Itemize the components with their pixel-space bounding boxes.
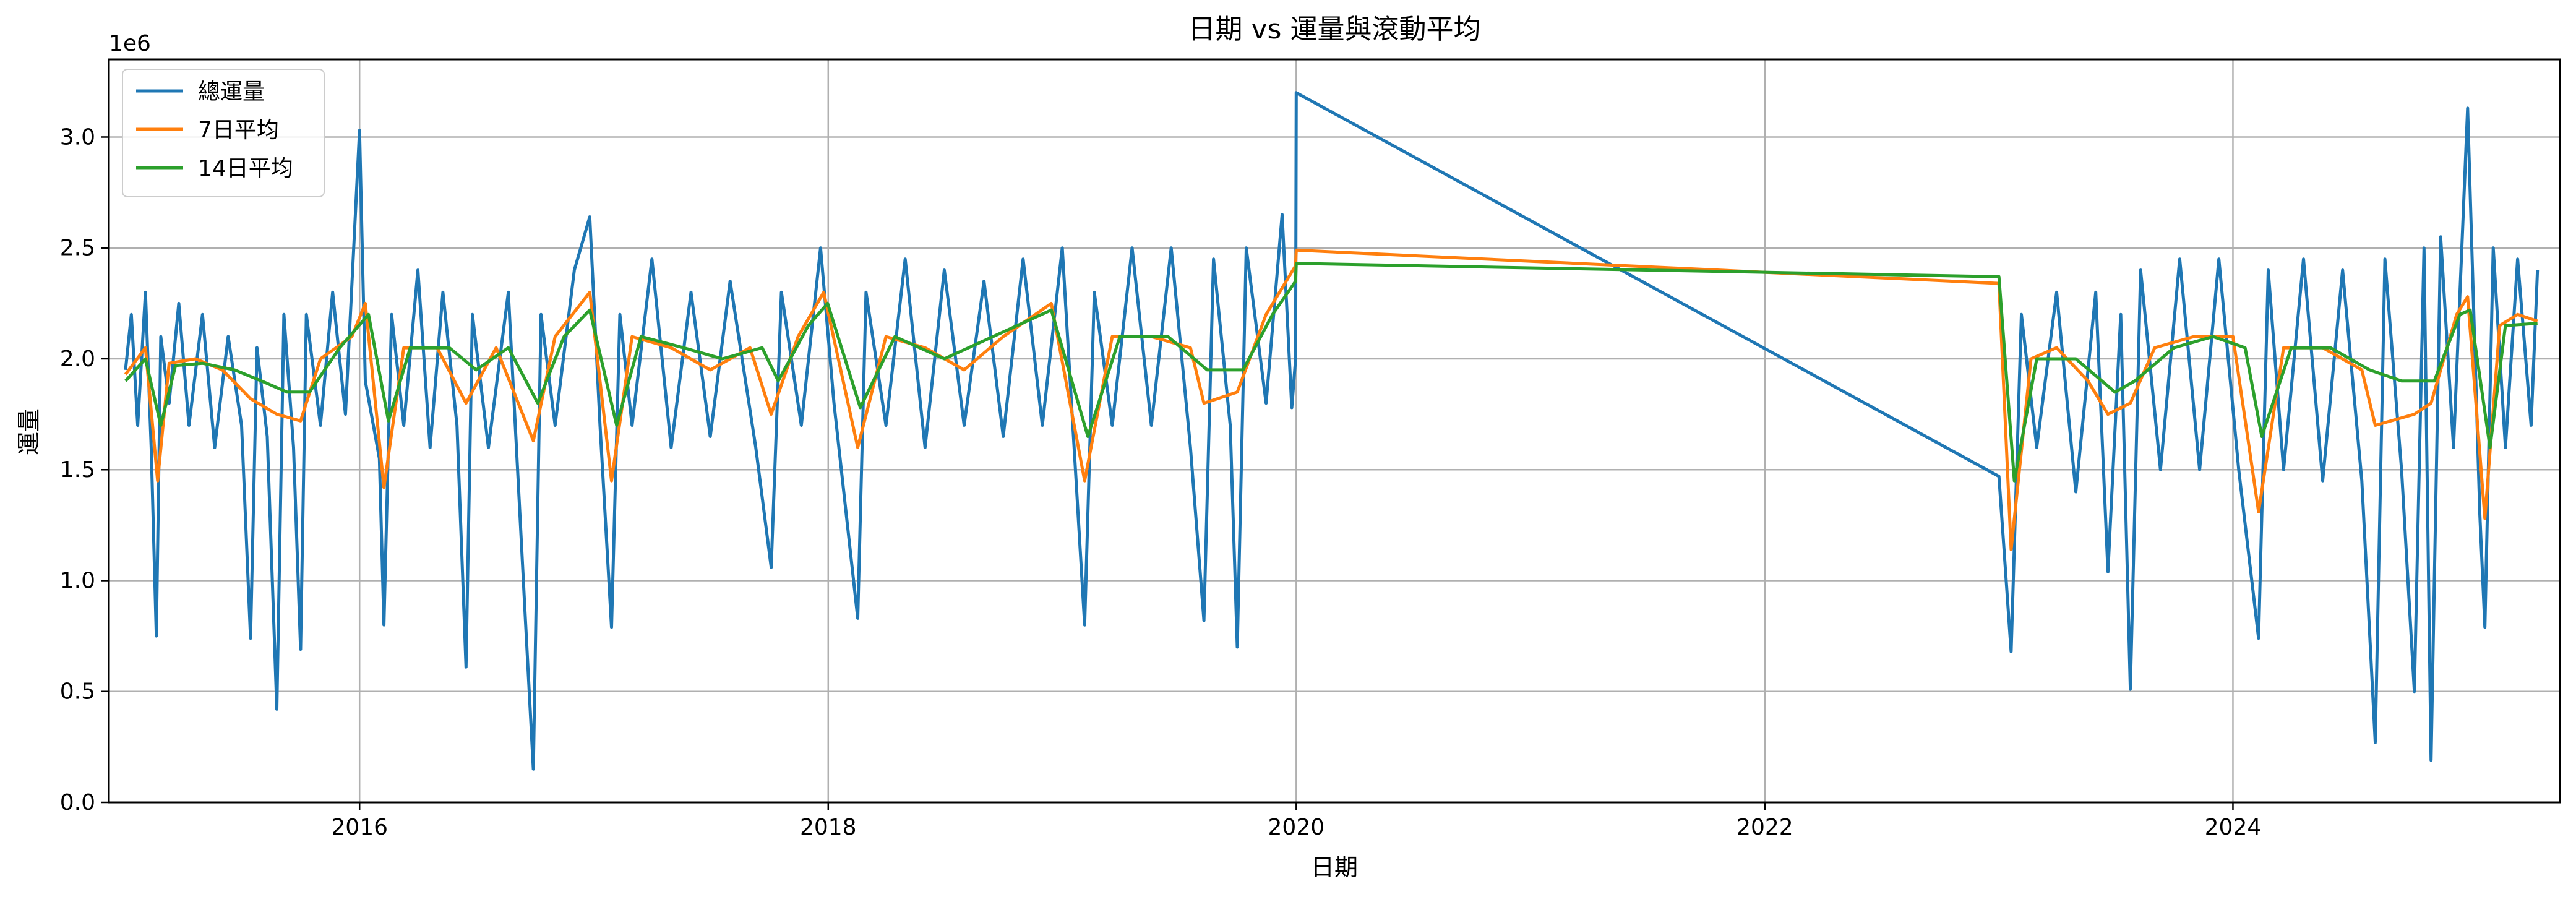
y-tick-label: 3.0	[60, 124, 95, 150]
x-axis-label: 日期	[1311, 854, 1358, 881]
legend-label-0: 總運量	[198, 79, 265, 105]
y-tick-label: 0.0	[60, 790, 95, 815]
y-tick-label: 0.5	[60, 679, 95, 705]
x-tick-label: 2024	[2205, 815, 2262, 840]
x-tick-label: 2018	[800, 815, 857, 840]
plot-series	[124, 91, 2540, 771]
y-tick-label: 1.5	[60, 457, 95, 483]
y-axis: 0.0 0.5 1.0 1.5 2.0 2.5 3.0	[60, 124, 109, 815]
x-axis: 2016 2018 2020 2022 2024	[331, 802, 2261, 840]
legend-box	[122, 69, 325, 197]
legend-label-2: 14日平均	[198, 156, 293, 181]
plot-frame	[108, 58, 2561, 804]
y-tick-label: 2.0	[60, 346, 95, 372]
x-tick-label: 2022	[1737, 815, 1793, 840]
series-line-2	[124, 262, 2538, 483]
x-tick-label: 2016	[331, 815, 388, 840]
series-line-0	[124, 91, 2540, 771]
y-tick-label: 2.5	[60, 236, 95, 261]
y-axis-multiplier: 1e6	[109, 31, 151, 56]
legend: 總運量 7日平均 14日平均	[122, 69, 325, 197]
x-tick-label: 2020	[1268, 815, 1325, 840]
chart-title: 日期 vs 運量與滾動平均	[1188, 14, 1481, 45]
y-axis-label: 運量	[15, 408, 43, 455]
y-tick-label: 1.0	[60, 568, 95, 593]
legend-label-1: 7日平均	[198, 118, 279, 143]
